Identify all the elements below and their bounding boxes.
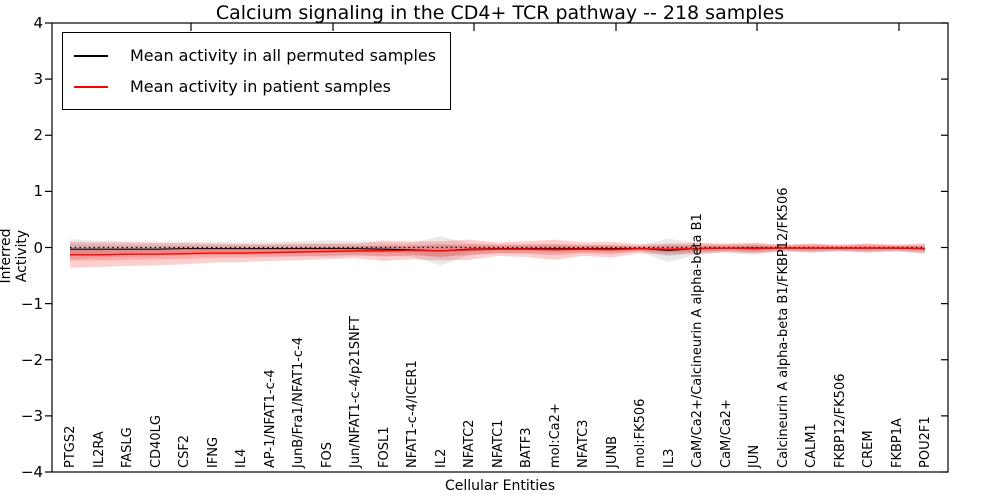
legend-line-patient-icon [74, 85, 108, 88]
x-tick-label: IL2 [433, 448, 449, 468]
x-tick-label: CREM [861, 430, 876, 468]
x-tick-label: IFNG [205, 436, 221, 468]
chart-title: Calcium signaling in the CD4+ TCR pathwa… [215, 2, 785, 24]
band-patient-outer [70, 239, 925, 268]
x-tick-label: mol:FK506 [633, 398, 648, 468]
x-tick-label: IL4 [234, 448, 249, 468]
y-tick-label: −4 [20, 463, 43, 481]
x-tick-label: CaM/Ca2+/Calcineurin A alpha-beta B1 [690, 213, 705, 468]
x-tick-label: FOS [319, 442, 335, 468]
x-tick-label: CaM/Ca2+ [718, 399, 734, 468]
y-tick-label: −2 [20, 350, 43, 369]
x-tick-label: IL2RA [91, 431, 107, 468]
x-tick-label: FASLG [120, 427, 135, 468]
band-permuted-outer [70, 236, 925, 266]
legend-label-patient: Mean activity in patient samples [130, 77, 391, 96]
x-tick-label: Jun/NFAT1-c-4/p21SNFT [348, 316, 363, 468]
x-tick-label: FKBP1A [889, 418, 905, 468]
y-tick-label: 2 [33, 126, 43, 145]
y-tick-label: −1 [20, 294, 43, 313]
legend-entry-permuted: Mean activity in all permuted samples [74, 40, 436, 71]
x-tick-label: NFATC1 [490, 419, 506, 468]
mean-line-patient [70, 247, 926, 256]
legend-entry-patient: Mean activity in patient samples [74, 71, 436, 102]
x-tick-label: CD40LG [148, 415, 164, 468]
x-tick-label: CALM1 [804, 423, 819, 468]
x-tick-label: JUN [747, 444, 762, 468]
y-tick-label: 0 [33, 238, 43, 257]
x-tick-label: POU2F1 [918, 416, 933, 468]
x-tick-label: NFAT1-c-4/ICER1 [405, 360, 420, 468]
y-tick-label: 1 [33, 182, 43, 201]
x-tick-label: FKBP12/FK506 [832, 373, 848, 469]
legend-line-permuted-icon [74, 54, 108, 57]
x-tick-label: JunB/Fra1/NFAT1-c-4 [291, 336, 306, 468]
x-tick-label: CSF2 [177, 434, 192, 468]
x-tick-label: AP-1/NFAT1-c-4 [262, 369, 278, 468]
legend: Mean activity in all permuted samples Me… [62, 32, 452, 110]
x-tick-label: IL3 [661, 448, 677, 468]
y-tick-label: 3 [33, 70, 43, 89]
x-tick-label: PTGS2 [63, 425, 78, 468]
x-tick-label: NFATC3 [576, 419, 591, 468]
x-tick-label: NFATC2 [462, 419, 477, 468]
y-tick-label: 4 [33, 14, 43, 32]
x-tick-label: FOSL1 [376, 426, 392, 468]
legend-label-permuted: Mean activity in all permuted samples [130, 46, 437, 65]
x-tick-label: Calcineurin A alpha-beta B1/FKBP12/FK506 [775, 187, 791, 468]
band-permuted-inner [70, 243, 925, 259]
y-tick-label: −3 [20, 406, 43, 425]
x-tick-label: JUNB [604, 436, 620, 468]
x-axis-label: Cellular Entities [444, 478, 556, 494]
x-tick-label: BATF3 [519, 427, 534, 469]
x-tick-label: mol:Ca2+ [547, 403, 563, 468]
